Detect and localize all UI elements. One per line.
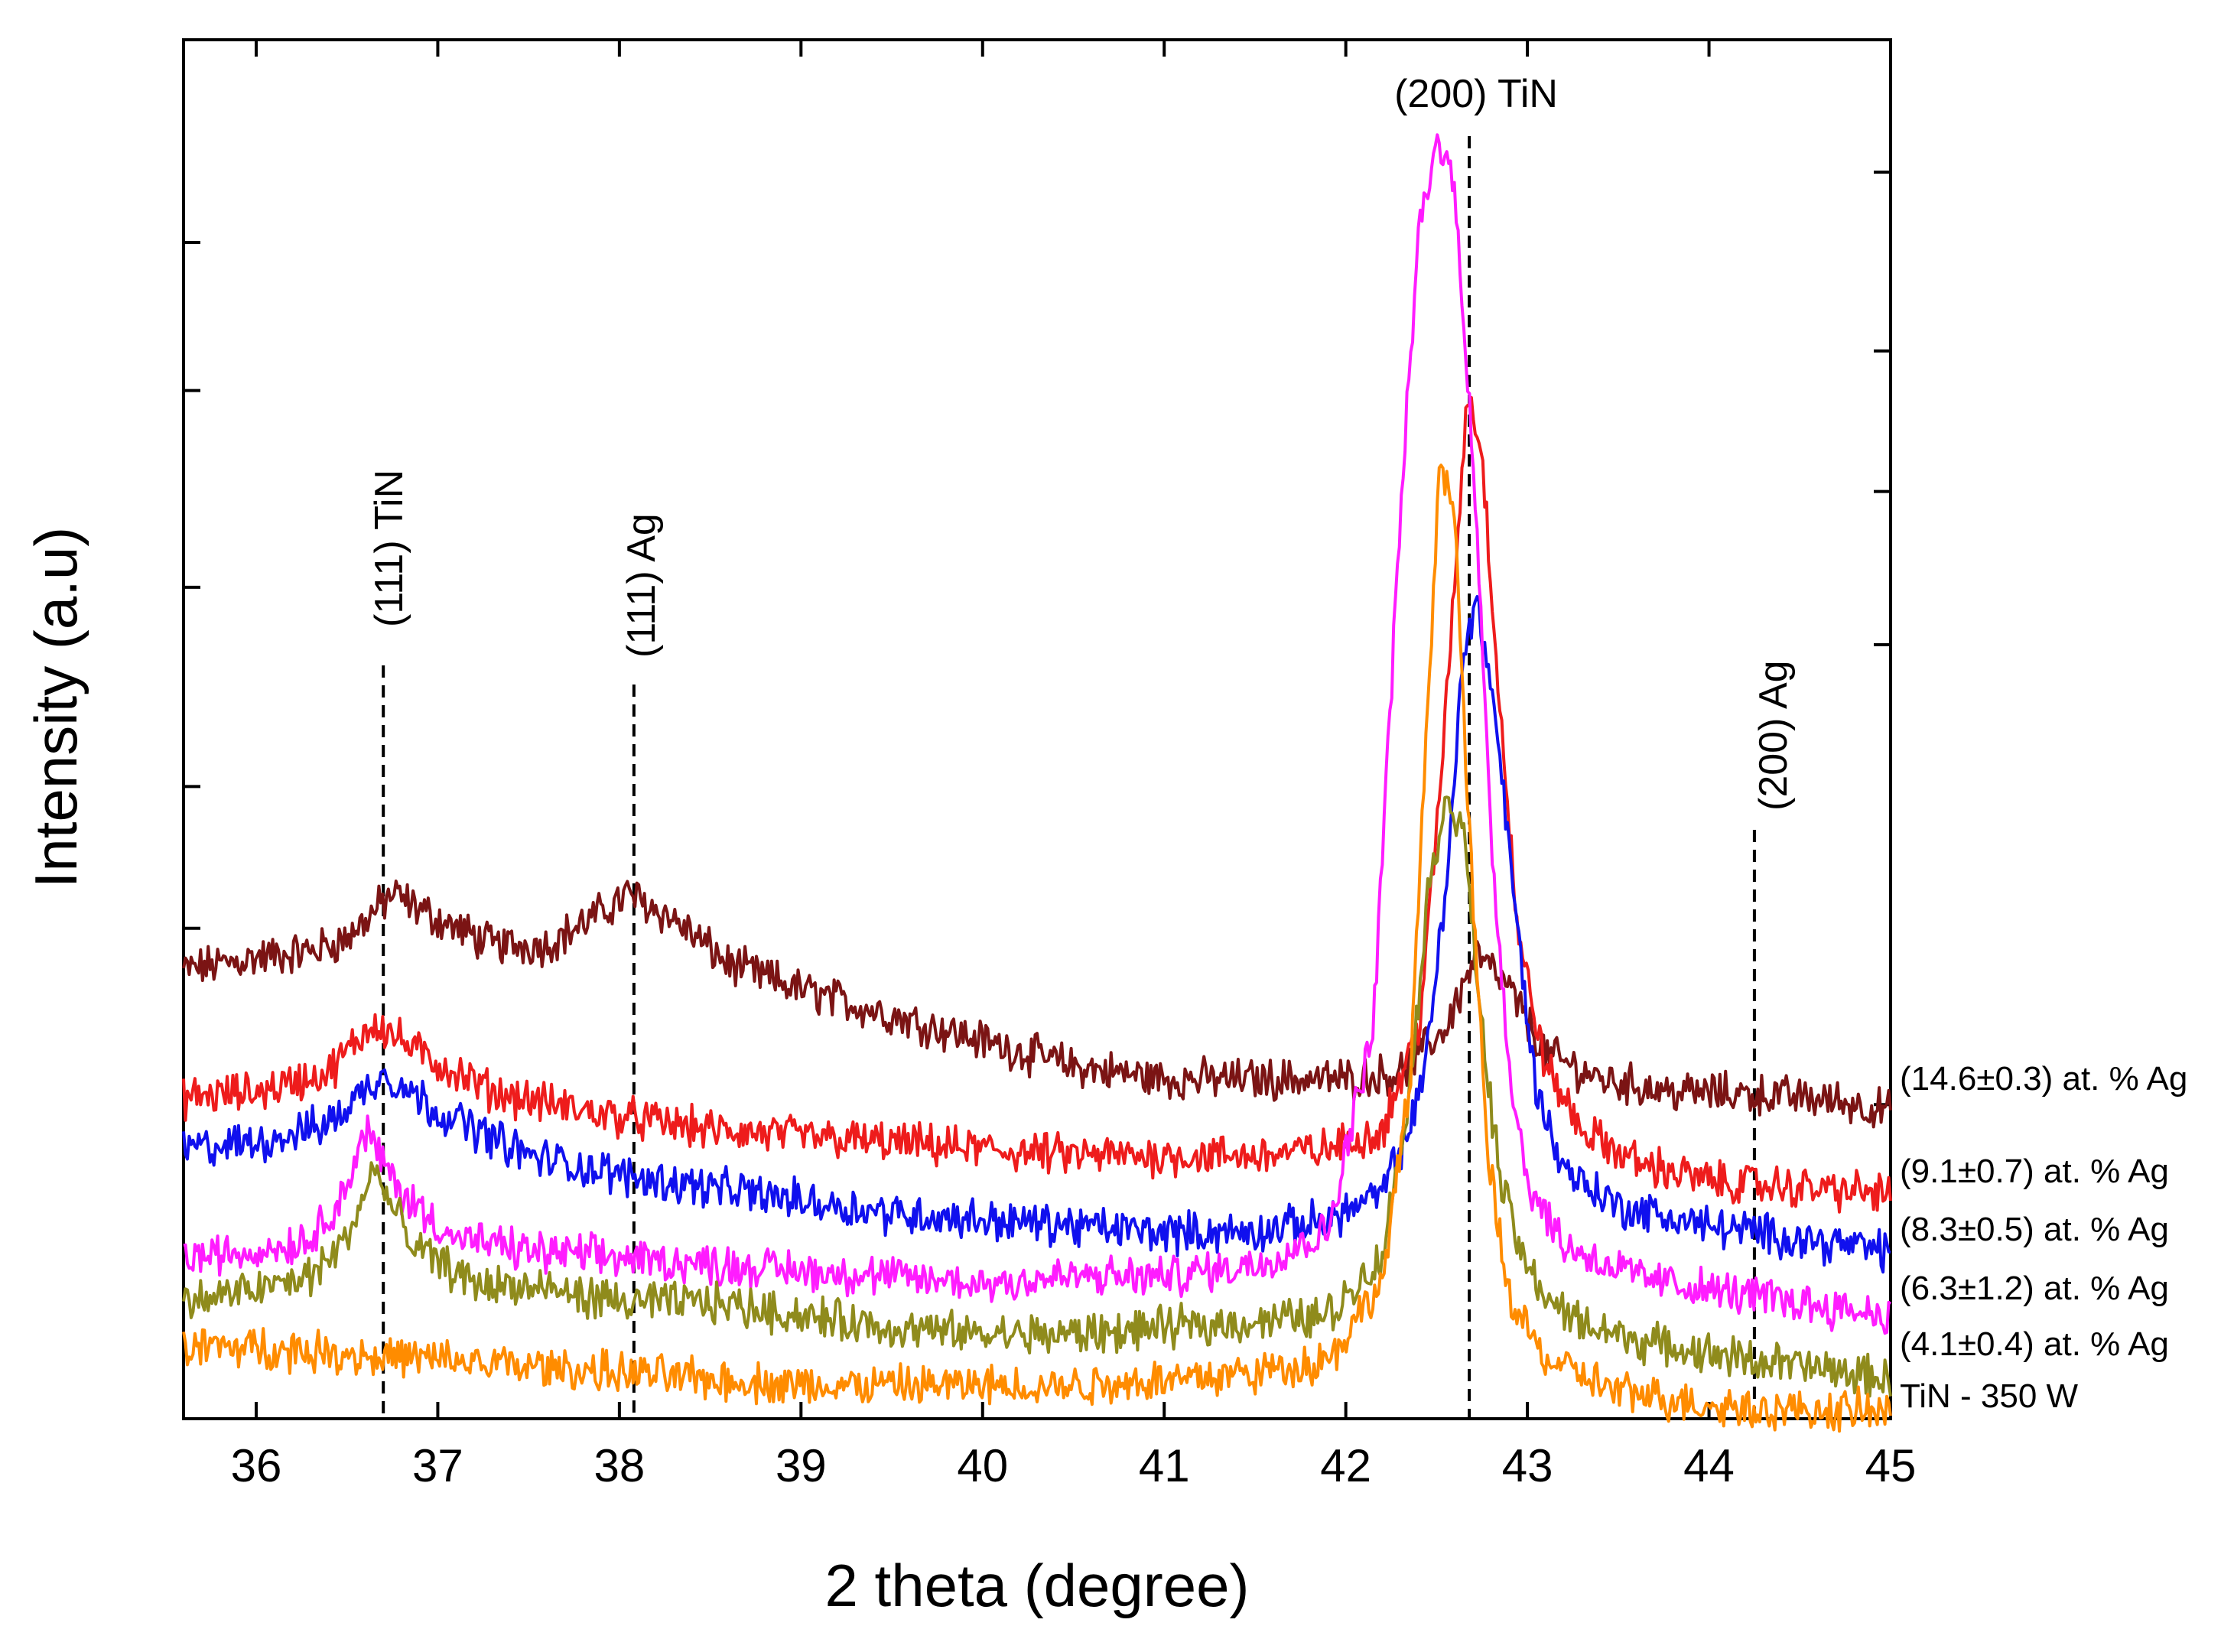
series-line	[182, 463, 1892, 1433]
series-end-label: (4.1±0.4) at. % Ag	[1900, 1325, 2169, 1363]
x-tick-label: 37	[412, 1440, 463, 1491]
y-axis-label: Intensity (a.u)	[22, 527, 89, 889]
series-end-label: (14.6±0.3) at. % Ag	[1900, 1060, 2187, 1098]
x-tick-label: 36	[231, 1440, 282, 1491]
reference-lines-layer: (111) TiN (111) Ag (200) TiN (200) Ag	[367, 72, 1796, 1419]
x-tick-label: 43	[1502, 1440, 1553, 1491]
series-line	[182, 880, 1892, 1129]
series-end-label: (8.3±0.5) at. % Ag	[1900, 1211, 2169, 1248]
series-layer	[182, 133, 1892, 1433]
reference-label: (111) TiN	[367, 470, 411, 627]
reference-label: (111) Ag	[619, 513, 664, 658]
series-labels-layer: (14.6±0.3) at. % Ag (9.1±0.7) at. % Ag (8.…	[1900, 1060, 2187, 1415]
series-end-label: TiN - 350 W	[1900, 1377, 2079, 1415]
x-axis-label: 2 theta (degree)	[824, 1552, 1249, 1619]
series-line	[182, 795, 1892, 1398]
reference-label: (200) TiN	[1394, 72, 1558, 116]
x-tick-label: 42	[1320, 1440, 1371, 1491]
series-line	[182, 595, 1891, 1274]
series-end-label: (6.3±1.2) at. % Ag	[1900, 1270, 2169, 1307]
x-tick-label: 39	[776, 1440, 827, 1491]
plot-frame	[182, 38, 1892, 1420]
series-line	[182, 395, 1892, 1214]
x-tick-label: 41	[1139, 1440, 1190, 1491]
x-tick-label: 40	[957, 1440, 1008, 1491]
series-line	[183, 133, 1892, 1335]
x-tick-label: 38	[593, 1440, 645, 1491]
x-tick-label: 45	[1865, 1440, 1917, 1491]
axes-layer: 36 37 38 39 40 41 42 43 44 45	[182, 38, 1917, 1491]
reference-label: (200) Ag	[1751, 660, 1796, 811]
x-tick-label: 44	[1683, 1440, 1735, 1491]
series-end-label: (9.1±0.7) at. % Ag	[1900, 1153, 2169, 1190]
